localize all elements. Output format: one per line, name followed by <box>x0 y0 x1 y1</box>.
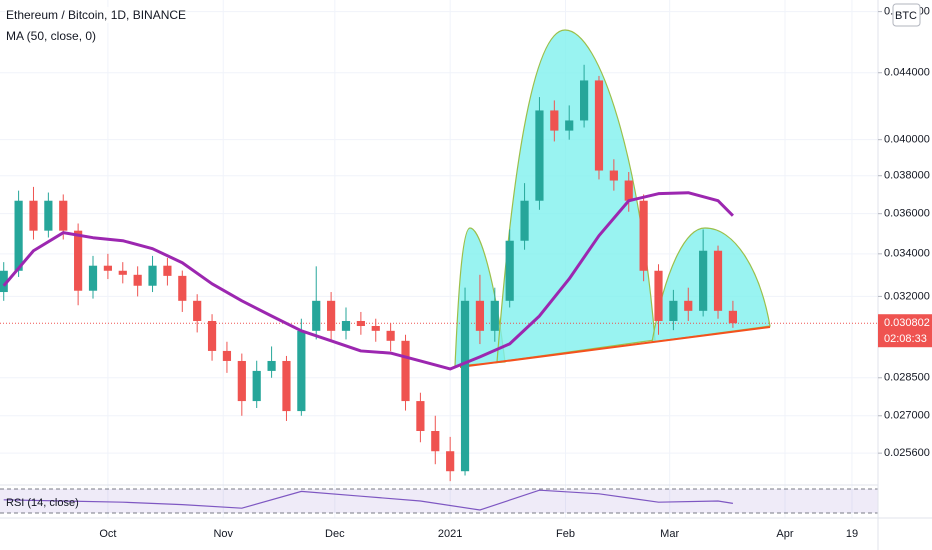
candle-body <box>282 360 291 412</box>
candle-body <box>148 265 157 286</box>
y-tick-label: 0.025600 <box>884 447 930 459</box>
candle-body <box>669 300 678 321</box>
candle-body <box>490 300 499 331</box>
rsi-name: RSI (14, close) <box>6 497 79 509</box>
candle-body <box>118 270 127 275</box>
moving-average <box>2 191 734 371</box>
candle-body <box>594 80 604 171</box>
candle-body <box>520 200 529 241</box>
currency-box[interactable] <box>892 3 921 27</box>
candle-body <box>133 274 142 286</box>
candle-body <box>297 330 306 412</box>
last-price-label: 0.030802 <box>884 317 930 329</box>
candle-body <box>713 250 723 311</box>
y-tick-label: 0.038000 <box>884 170 930 182</box>
candle-body <box>237 360 246 402</box>
candle-body <box>609 170 618 181</box>
candle-body <box>74 230 83 291</box>
y-tick-label: 0.036000 <box>884 208 930 220</box>
axes: 0.025600 0.027000 0.028500 0.032000 0.034000… <box>99 6 932 540</box>
candle-body <box>624 180 633 201</box>
candle-body <box>88 265 98 291</box>
candle-body <box>401 340 410 402</box>
candle-body <box>252 370 261 402</box>
candle-body <box>475 300 485 331</box>
rsi-line <box>3 489 734 511</box>
plot <box>0 64 878 482</box>
candle-body <box>103 265 112 271</box>
candle-body <box>535 110 544 201</box>
y-tick-label: 0.034000 <box>884 248 930 260</box>
candle-body <box>550 110 559 131</box>
candle-body <box>580 80 589 121</box>
x-tick-label: 19 <box>846 528 858 540</box>
y-tick-label: 0.040000 <box>884 134 930 146</box>
x-tick-label: Feb <box>556 528 575 540</box>
right-shoulder <box>651 227 771 343</box>
candle-body <box>44 200 53 231</box>
neckline <box>459 326 771 368</box>
x-tick-label: Nov <box>213 528 233 540</box>
rsi-pane <box>0 488 878 514</box>
candle-body <box>267 360 276 371</box>
candle-body <box>207 320 217 351</box>
candle-body <box>728 310 737 324</box>
x-tick-label: Dec <box>325 528 345 540</box>
candle-body <box>699 250 708 311</box>
candle-body <box>639 200 648 271</box>
currency[interactable]: BTC <box>895 10 917 22</box>
x-tick-label: 2021 <box>438 528 462 540</box>
rsi-band <box>0 489 878 513</box>
candle-body <box>416 401 425 432</box>
countdown: 02:08:33 <box>884 333 927 345</box>
last-price-tag <box>878 314 932 348</box>
candle-body <box>312 300 321 331</box>
chart-title: Ethereum / Bitcoin, 1D, BINANCE <box>6 8 186 22</box>
x-tick-label: Oct <box>99 528 116 540</box>
candle-body <box>59 200 68 231</box>
y-tick-label: 0.027000 <box>884 410 930 422</box>
y-tick-label: 0.032000 <box>884 290 930 302</box>
candle-body <box>386 330 395 341</box>
candle-body <box>684 300 693 311</box>
candle-body <box>193 300 202 321</box>
candle-body <box>0 270 8 293</box>
legend-bg <box>5 7 185 23</box>
candle-body <box>505 240 514 301</box>
candle-body <box>460 300 470 472</box>
candle-body <box>14 200 23 271</box>
candle-body <box>431 431 440 452</box>
x-tick-label: Apr <box>776 528 793 540</box>
x-tick-label: Mar <box>660 528 679 540</box>
candle-body <box>446 451 455 472</box>
candle-body <box>565 120 574 131</box>
y-tick-label: 0.044000 <box>884 67 930 79</box>
candle-body <box>341 320 351 331</box>
candle-body <box>356 320 365 327</box>
candle-body <box>327 300 336 331</box>
y-tick-label: 0.028500 <box>884 372 930 384</box>
candle-body <box>654 270 663 321</box>
candle-body <box>222 350 232 361</box>
indicator-name: MA (50, close, 0) <box>6 29 96 43</box>
candle-body <box>178 275 187 301</box>
candle-body <box>29 200 38 231</box>
candle-body <box>371 326 380 331</box>
candle-body <box>163 265 172 276</box>
